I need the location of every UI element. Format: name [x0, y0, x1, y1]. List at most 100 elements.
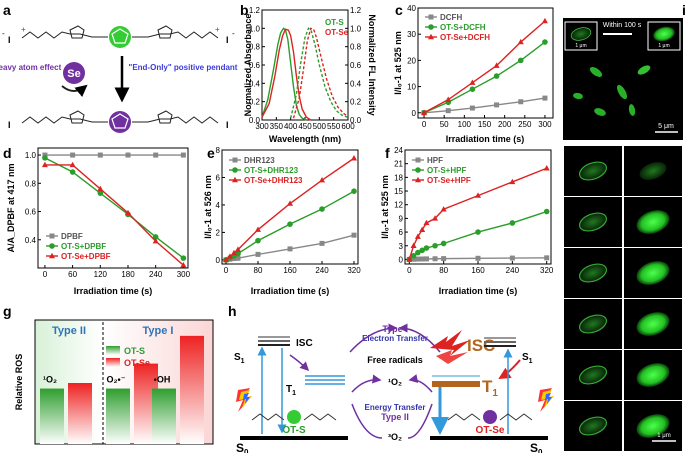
panel-letter-a: a	[3, 2, 11, 18]
ylabel-c: I/I₀-1 at 525 nm	[393, 31, 403, 95]
ytick-label-f-2: 6	[399, 228, 404, 237]
legend-text-d-0: DPBF	[61, 232, 83, 241]
plot-b: 300 350 400 450 500 550 6000.00.20.40.60.81.01…	[249, 6, 362, 131]
triplet-o2-text: ³O₂	[388, 432, 402, 442]
point-e-2-1	[227, 253, 233, 259]
left-iodide-charge: -	[2, 29, 5, 38]
left-plus: +	[21, 25, 26, 34]
legend-marker-d-1	[49, 243, 55, 249]
point-f-0-2	[415, 256, 421, 262]
ylabel-d: A/A_DPBF at 417 nm	[6, 163, 16, 252]
tile-cell-5-0	[578, 416, 608, 436]
legend-text-f-2: OT-Se+HPF	[427, 176, 471, 185]
panel-i: i 1 μm 1 μm Within 100 s 5 μm 1 μm	[563, 2, 686, 451]
xtick-label-d-5: 300	[177, 270, 191, 279]
left-chain	[21, 31, 108, 39]
ylabel-e: I/I₀-1 at 526 nm	[203, 175, 213, 239]
xtick-label-b-2: 400	[284, 122, 298, 131]
xtick-label-c-4: 200	[498, 120, 512, 129]
xtick-label-b-5: 550	[327, 122, 341, 131]
panel-c: c 0 50 100 150 200 250 300 0 10 20 30 40 DCFHOT-S+DC…	[393, 2, 554, 144]
point-f-1-2	[415, 249, 421, 256]
point-c-1-5	[542, 39, 548, 45]
ytick-label-e-3: 6	[216, 173, 221, 182]
mol-left-chain-a	[251, 413, 285, 421]
tile-cell-2-0	[578, 263, 608, 283]
ytick-label-c-3: 30	[407, 30, 416, 39]
xtick-label-d-3: 180	[121, 270, 135, 279]
legend-text-c-0: DCFH	[440, 13, 462, 22]
point-d-2-0	[41, 161, 48, 168]
point-f-2-4	[423, 219, 430, 226]
xlabel-c: Irradiation time (s)	[446, 134, 525, 144]
legend-marker-f-0	[415, 157, 421, 163]
right-chain-se	[132, 116, 219, 124]
type-i-label: Type I	[143, 325, 174, 337]
point-c-0-1	[445, 108, 451, 114]
category-label-0: ¹O₂	[43, 375, 57, 385]
right-chain	[132, 31, 219, 39]
ytick-label-f-0: 0	[399, 255, 404, 264]
point-d-0-2	[97, 152, 103, 158]
inset-scale-before: 1 μm	[575, 43, 586, 49]
ytick-label-e-4: 8	[216, 146, 221, 155]
point-e-2-3	[235, 246, 241, 252]
point-c-2-0	[421, 109, 428, 115]
point-f-2-9	[543, 165, 550, 171]
ytick-label-e-1: 2	[216, 228, 221, 237]
type-i-arc-left	[349, 323, 398, 353]
selenophene-ring	[111, 113, 129, 129]
bacterium-4	[594, 108, 606, 116]
point-e-2-6	[319, 177, 325, 183]
legend-text-e-1: OT-S+DHR123	[244, 166, 299, 175]
t1-level-right	[432, 381, 480, 387]
xtick-label-b-4: 500	[313, 122, 327, 131]
xtick-label-b-3: 450	[298, 122, 312, 131]
burst-bolt-2	[436, 350, 468, 364]
panel-letter-f: f	[385, 145, 390, 161]
left-thiophene	[69, 25, 85, 39]
series-line-f-2	[408, 167, 547, 260]
isc-left-label: ISC	[296, 338, 313, 349]
xtick-label-e-2: 160	[283, 266, 297, 275]
panel-letter-g: g	[3, 303, 12, 319]
se-label: Se	[67, 68, 80, 80]
point-d-1-4	[152, 234, 159, 240]
bar-0-1	[68, 383, 92, 444]
ytick-label-b-3: 0.6	[249, 61, 261, 70]
series-line-b-3	[292, 27, 349, 119]
y2tick-label-b-4: 0.8	[350, 43, 362, 52]
point-d-1-1	[69, 169, 76, 175]
tile-cell-3-1	[636, 312, 670, 336]
legend-swatch-ot-se-g	[106, 358, 120, 367]
xtick-label-d-2: 120	[94, 270, 108, 279]
point-c-2-5	[541, 17, 548, 24]
xtick-label-f-0: 0	[407, 266, 412, 275]
ytick-label-f-6: 18	[394, 173, 403, 182]
point-f-1-4	[423, 245, 430, 251]
point-c-0-3	[494, 102, 500, 108]
xtick-label-b-0: 300	[255, 122, 269, 131]
point-f-1-7	[475, 229, 481, 235]
xtick-label-d-1: 60	[68, 270, 77, 279]
hand-arrow	[61, 84, 88, 98]
point-f-1-8	[509, 220, 516, 226]
light-bolt-right-red	[538, 388, 554, 412]
ytick-label-b-6: 1.2	[249, 6, 261, 15]
point-f-2-5	[432, 215, 439, 221]
bacterium-1	[589, 67, 603, 77]
point-c-0-4	[518, 99, 524, 105]
ytick-label-d-0: 0.4	[25, 236, 37, 245]
point-e-0-6	[319, 240, 325, 246]
heavy-atom-text: Heavy atom effect	[0, 63, 62, 72]
tile-cell-4-0	[578, 365, 608, 385]
light-icon-left	[236, 388, 252, 412]
tile-cell-5-1	[636, 414, 670, 438]
point-f-0-9	[544, 255, 550, 261]
left-iodide: I	[8, 35, 11, 45]
legend-text-e-2: OT-Se+DHR123	[244, 176, 303, 185]
mol-right-chain-b	[499, 413, 533, 421]
light-icon-right	[538, 388, 554, 412]
point-e-0-5	[287, 246, 293, 252]
tile-cell-1-0	[578, 212, 608, 232]
